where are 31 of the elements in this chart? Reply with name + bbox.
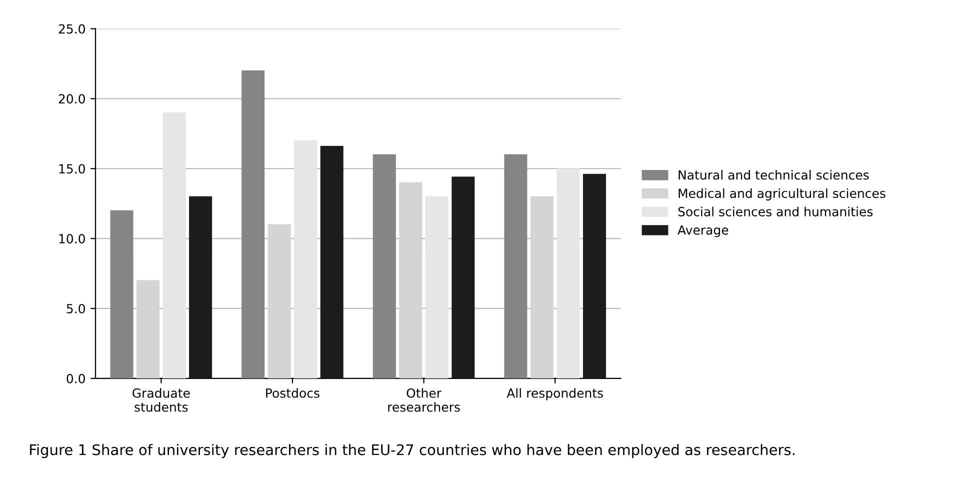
y-tick-label: 5.0 <box>66 304 85 314</box>
bar <box>189 196 212 378</box>
x-tick-label: Graduate students <box>132 388 190 412</box>
bar <box>294 140 318 378</box>
legend-label: Average <box>678 225 728 238</box>
y-tick-label: 15.0 <box>59 164 85 174</box>
bar <box>582 174 606 378</box>
bar <box>425 196 448 378</box>
caption: Figure 1 Share of university researchers in the EU-27 countries who have been employed as researchers. <box>30 444 794 458</box>
bar <box>136 280 160 378</box>
bar <box>162 112 186 378</box>
bar <box>504 154 528 378</box>
bar <box>242 70 265 378</box>
y-tick-label: 25.0 <box>58 24 85 34</box>
x-tick-label: All respondents <box>506 388 603 400</box>
legend-label: Social sciences and humanities <box>678 206 873 216</box>
bar <box>556 168 580 378</box>
bar <box>452 176 475 378</box>
bar <box>399 182 422 378</box>
x-tick-label: Other researchers <box>388 388 460 412</box>
bar <box>268 224 291 378</box>
legend-label: Natural and technical sciences <box>678 170 869 180</box>
bar <box>320 146 344 378</box>
y-tick-label: 0.0 <box>66 374 85 384</box>
y-tick-label: 10.0 <box>59 234 85 244</box>
legend-label: Medical and agricultural sciences <box>678 188 886 200</box>
x-tick-label: Postdocs <box>266 388 320 398</box>
bar <box>372 154 396 378</box>
y-tick-label: 20.0 <box>58 94 85 104</box>
bar <box>110 210 134 378</box>
bar <box>530 196 554 378</box>
